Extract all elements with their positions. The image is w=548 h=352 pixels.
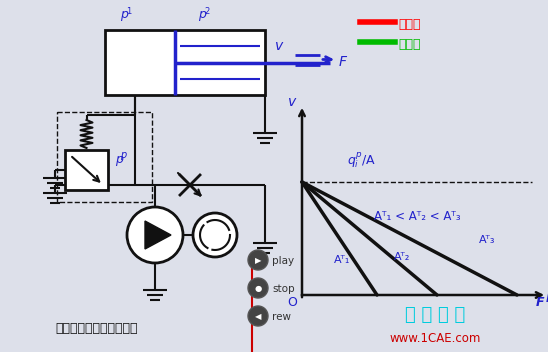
Text: p: p <box>115 153 123 166</box>
Text: ▶: ▶ <box>255 257 261 265</box>
Circle shape <box>127 207 183 263</box>
Text: Aᵀ₃: Aᵀ₃ <box>479 235 495 245</box>
Circle shape <box>193 213 237 257</box>
Polygon shape <box>145 221 171 249</box>
Text: Aᵀ₁: Aᵀ₁ <box>334 255 350 265</box>
Circle shape <box>248 278 268 298</box>
Text: p: p <box>120 8 128 21</box>
Text: p: p <box>120 150 126 160</box>
Circle shape <box>248 306 268 326</box>
Text: 进油路: 进油路 <box>398 19 420 31</box>
Text: ●: ● <box>254 284 261 294</box>
Text: F: F <box>339 56 347 69</box>
Text: stop: stop <box>272 284 295 294</box>
Text: F: F <box>536 296 544 309</box>
Text: play: play <box>272 256 294 266</box>
Bar <box>105 30 265 95</box>
Text: rew: rew <box>272 312 291 322</box>
Text: 仿 真 在 线: 仿 真 在 线 <box>405 306 465 324</box>
Text: 2: 2 <box>204 7 209 16</box>
Circle shape <box>248 250 268 270</box>
Text: 回油路: 回油路 <box>398 38 420 51</box>
Text: 1: 1 <box>126 7 132 16</box>
Text: Aᵀ₂: Aᵀ₂ <box>394 252 410 262</box>
Text: 节流阀旁路节流调速回路: 节流阀旁路节流调速回路 <box>55 321 138 334</box>
Text: F: F <box>545 291 548 305</box>
Text: p: p <box>198 8 206 21</box>
Text: www.1CAE.com: www.1CAE.com <box>389 332 481 345</box>
Bar <box>65 150 108 190</box>
Text: v: v <box>275 39 283 54</box>
Text: ◀: ◀ <box>255 313 261 321</box>
Text: v: v <box>288 95 296 109</box>
Text: Aᵀ₁ < Aᵀ₂ < Aᵀ₃: Aᵀ₁ < Aᵀ₂ < Aᵀ₃ <box>374 210 460 224</box>
Text: $q_i^p$/A: $q_i^p$/A <box>347 150 376 170</box>
Bar <box>57 112 152 202</box>
Text: O: O <box>287 296 297 309</box>
